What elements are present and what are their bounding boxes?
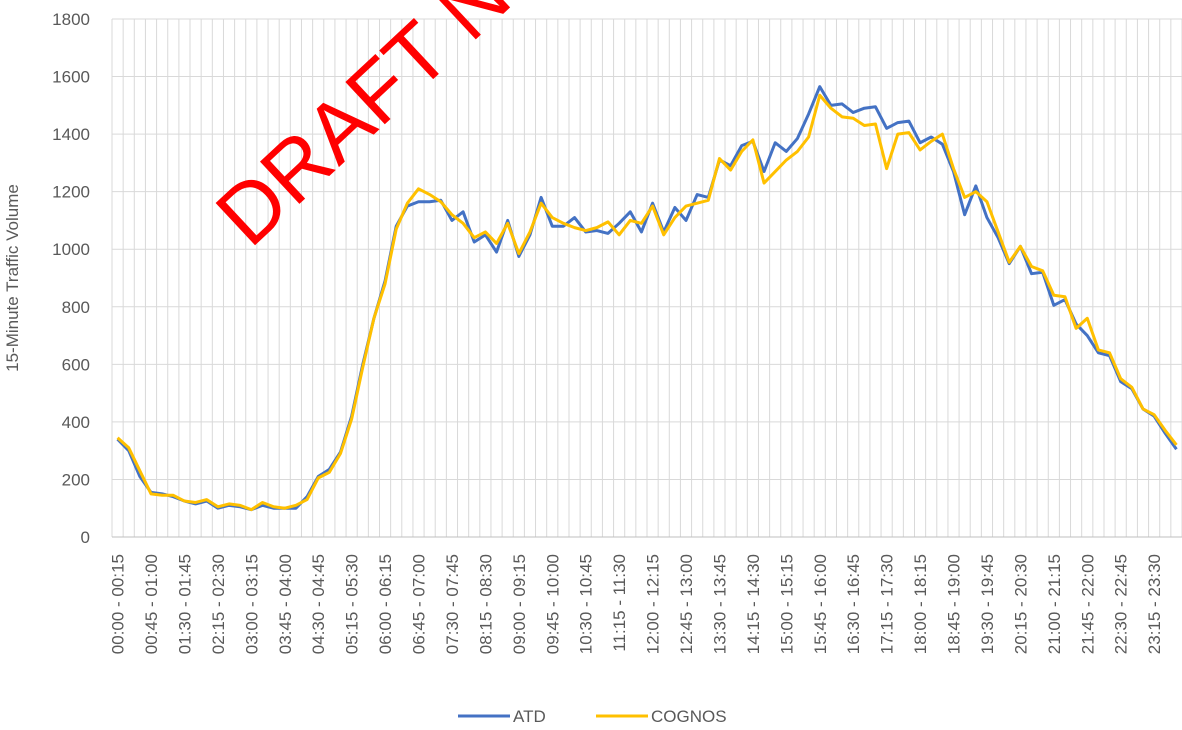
y-tick-label: 1000 (52, 240, 90, 259)
x-tick-label: 22:30 - 22:45 (1112, 554, 1131, 654)
y-tick-label: 400 (62, 413, 90, 432)
x-tick-label: 17:15 - 17:30 (878, 554, 897, 654)
y-axis-label: 15-Minute Traffic Volume (3, 184, 22, 372)
y-tick-label: 1400 (52, 125, 90, 144)
x-tick-label: 13:30 - 13:45 (710, 554, 729, 654)
x-tick-label: 12:00 - 12:15 (644, 554, 663, 654)
x-tick-label: 09:00 - 09:15 (510, 554, 529, 654)
y-tick-label: 200 (62, 470, 90, 489)
x-tick-label: 02:15 - 02:30 (209, 554, 228, 654)
series-line (116, 93, 1178, 512)
series-line (116, 85, 1178, 512)
x-tick-label: 00:45 - 01:00 (142, 554, 161, 654)
x-tick-label: 12:45 - 13:00 (677, 554, 696, 654)
y-tick-label: 600 (62, 355, 90, 374)
legend-label: COGNOS (651, 707, 727, 726)
x-tick-label: 14:15 - 14:30 (744, 554, 763, 654)
x-tick-label: 10:30 - 10:45 (577, 554, 596, 654)
y-tick-label: 800 (62, 298, 90, 317)
y-tick-label: 1800 (52, 10, 90, 29)
x-tick-label: 18:45 - 19:00 (945, 554, 964, 654)
x-tick-label: 06:45 - 07:00 (410, 554, 429, 654)
x-tick-label: 15:45 - 16:00 (811, 554, 830, 654)
y-tick-label: 1600 (52, 68, 90, 87)
x-tick-label: 03:00 - 03:15 (242, 554, 261, 654)
legend-label: ATD (513, 707, 546, 726)
x-tick-label: 06:00 - 06:15 (376, 554, 395, 654)
y-tick-label: 1200 (52, 183, 90, 202)
x-tick-label: 01:30 - 01:45 (175, 554, 194, 654)
y-tick-label: 0 (81, 528, 90, 547)
x-tick-label: 04:30 - 04:45 (309, 554, 328, 654)
x-tick-label: 18:00 - 18:15 (911, 554, 930, 654)
x-tick-label: 07:30 - 07:45 (443, 554, 462, 654)
x-tick-label: 05:15 - 05:30 (343, 554, 362, 654)
x-tick-label: 08:15 - 08:30 (476, 554, 495, 654)
x-tick-label: 21:00 - 21:15 (1045, 554, 1064, 654)
watermark: DRAFT NO (198, 0, 575, 263)
x-tick-label: 19:30 - 19:45 (978, 554, 997, 654)
x-tick-label: 09:45 - 10:00 (543, 554, 562, 654)
x-tick-label: 15:00 - 15:15 (777, 554, 796, 654)
x-tick-label: 16:30 - 16:45 (844, 554, 863, 654)
x-tick-label: 00:00 - 00:15 (109, 554, 128, 654)
x-tick-label: 20:15 - 20:30 (1011, 554, 1030, 654)
x-tick-label: 23:15 - 23:30 (1145, 554, 1164, 654)
x-tick-label: 21:45 - 22:00 (1078, 554, 1097, 654)
x-tick-label: 03:45 - 04:00 (276, 554, 295, 654)
x-tick-label: 11:15 - 11:30 (610, 554, 629, 652)
